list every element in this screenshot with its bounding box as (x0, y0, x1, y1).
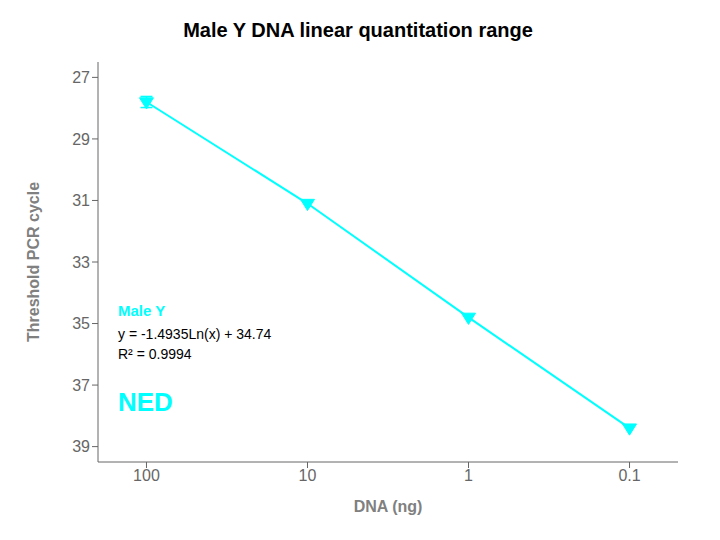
svg-text:33: 33 (72, 254, 90, 271)
svg-text:1: 1 (464, 467, 473, 484)
html-text:Male Y DNA linear quantitation: Male Y DNA linear quantitation range (183, 19, 533, 41)
svg-text:100: 100 (133, 467, 160, 484)
svg-text:Threshold PCR cycle: Threshold PCR cycle (25, 182, 42, 342)
svg-text:29: 29 (72, 131, 90, 148)
svg-text:35: 35 (72, 315, 90, 332)
svg-text:DNA (ng): DNA (ng) (354, 498, 423, 515)
html-text:y = -1.4935Ln(x) + 34.74: y = -1.4935Ln(x) + 34.74 (118, 326, 272, 342)
svg-text:31: 31 (72, 192, 90, 209)
html-text:R² = 0.9994: R² = 0.9994 (118, 346, 192, 362)
svg-text:37: 37 (72, 377, 90, 394)
svg-text:10: 10 (299, 467, 317, 484)
svg-text:0.1: 0.1 (618, 467, 640, 484)
svg-text:39: 39 (72, 438, 90, 455)
html-text:NED: NED (118, 387, 173, 417)
html-text:Male Y: Male Y (118, 302, 166, 319)
svg-text:27: 27 (72, 69, 90, 86)
